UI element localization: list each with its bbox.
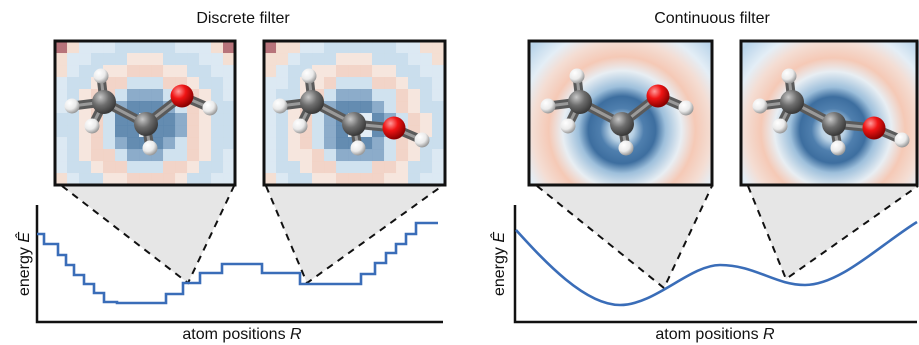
zoom-region-continuous-2 <box>748 186 918 279</box>
panel-title-continuous: Continuous filter <box>654 10 770 27</box>
inset-frame-continuous-2 <box>739 39 919 187</box>
zoom-guide-continuous-1 <box>536 185 713 290</box>
x-axis-label-discrete: atom positions R <box>182 326 302 343</box>
continuous-filter-molecule-view-2 <box>741 41 919 185</box>
zoom-guide-continuous-2 <box>747 185 919 281</box>
discrete-filter-molecule-view-2 <box>264 41 445 185</box>
zoom-region-discrete-2 <box>266 186 442 283</box>
panel-title-discrete: Discrete filter <box>196 10 290 27</box>
continuous-filter-molecule-view-1 <box>529 41 712 185</box>
inset-frame-continuous-1 <box>527 39 714 187</box>
y-axis-label-continuous: energy Ê <box>489 232 508 296</box>
inset-frame-discrete-1 <box>53 39 237 187</box>
energy-curve-continuous <box>515 220 918 307</box>
discrete-filter-molecule-view-1 <box>55 41 235 185</box>
zoom-region-continuous-1 <box>537 186 712 288</box>
axes-continuous <box>513 205 917 324</box>
energy-curve-discrete <box>37 221 438 305</box>
x-axis-label-continuous: atom positions R <box>655 326 775 343</box>
axes-discrete <box>35 205 443 324</box>
inset-frame-discrete-2 <box>262 39 447 187</box>
y-axis-label-discrete: energy Ê <box>14 232 33 296</box>
zoom-region-discrete-1 <box>62 186 234 283</box>
